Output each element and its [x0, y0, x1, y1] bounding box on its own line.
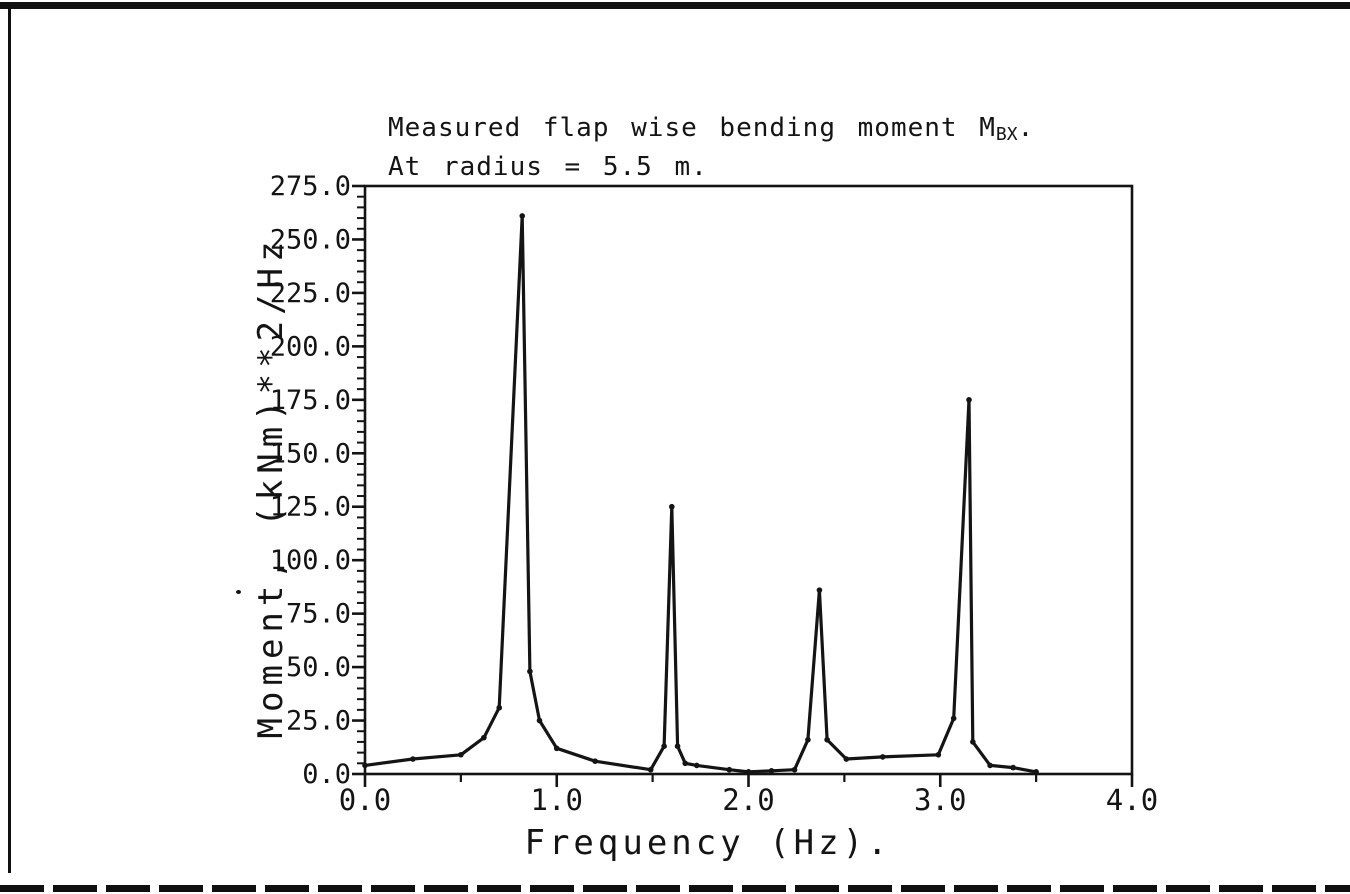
data-point [805, 736, 811, 743]
data-point [553, 745, 560, 752]
data-point [824, 736, 830, 743]
data-point [970, 739, 976, 745]
y-tick-label: 175.0 [270, 385, 351, 416]
x-tick-label: 4.0 [1106, 783, 1158, 817]
y-tick-label: 100.0 [270, 545, 351, 576]
scan-artifact-dot [236, 590, 241, 594]
y-tick-label: 25.0 [286, 706, 351, 737]
data-point [726, 766, 733, 773]
data-point [768, 767, 775, 774]
y-tick-label: 150.0 [270, 438, 351, 469]
chart-title-line2: At radius = 5.5 m. [388, 152, 708, 182]
data-point [527, 668, 533, 675]
data-point [791, 766, 798, 773]
data-point [536, 717, 543, 724]
data-point [519, 213, 526, 219]
x-tick-label: 1.0 [531, 783, 583, 817]
data-point [966, 397, 972, 403]
data-point [410, 756, 416, 762]
chart-title-line1: Measured flap wise bending moment MBX. [388, 112, 1034, 151]
data-point [682, 760, 689, 767]
data-point [496, 704, 503, 711]
y-tick-label: 50.0 [286, 652, 351, 683]
data-point [879, 754, 886, 760]
y-tick-label: 250.0 [270, 224, 351, 255]
x-tick-label: 3.0 [914, 783, 966, 817]
chart-title: Measured flap wise bending moment MBX. A… [388, 112, 1034, 183]
data-point [1033, 769, 1039, 775]
data-point [693, 762, 700, 769]
title-text: Measured flap wise bending moment M [388, 113, 996, 143]
data-point [481, 734, 487, 741]
y-tick-label: 125.0 [270, 492, 351, 523]
data-point [669, 503, 675, 510]
data-curve [363, 214, 1038, 774]
data-point [458, 751, 464, 758]
x-axis-title: Frequency (Hz). [524, 823, 892, 863]
data-point [592, 758, 598, 764]
title-period: . [1017, 113, 1035, 143]
scan-border-left [8, 3, 11, 873]
y-tick-label: 200.0 [270, 331, 351, 362]
scan-border-bottom [0, 885, 1350, 892]
data-point [661, 743, 667, 750]
data-point [950, 715, 957, 722]
data-point [674, 743, 681, 750]
data-point [935, 751, 942, 758]
data-point [987, 762, 993, 769]
title-subscript: BX [995, 124, 1018, 145]
data-point [647, 766, 654, 773]
data-point [362, 762, 368, 769]
plot-frame [363, 184, 1134, 776]
data-point [843, 756, 850, 762]
x-tick-label: 0.0 [339, 783, 391, 817]
scan-border-top [0, 2, 1350, 9]
data-point [1010, 764, 1016, 771]
data-point [745, 769, 752, 775]
y-tick-label: 225.0 [270, 278, 351, 309]
y-tick-label: 0.0 [302, 759, 351, 790]
x-tick-label: 2.0 [722, 783, 774, 817]
data-point [816, 587, 823, 593]
y-tick-label: 275.0 [270, 171, 351, 202]
y-tick-label: 75.0 [286, 599, 351, 630]
